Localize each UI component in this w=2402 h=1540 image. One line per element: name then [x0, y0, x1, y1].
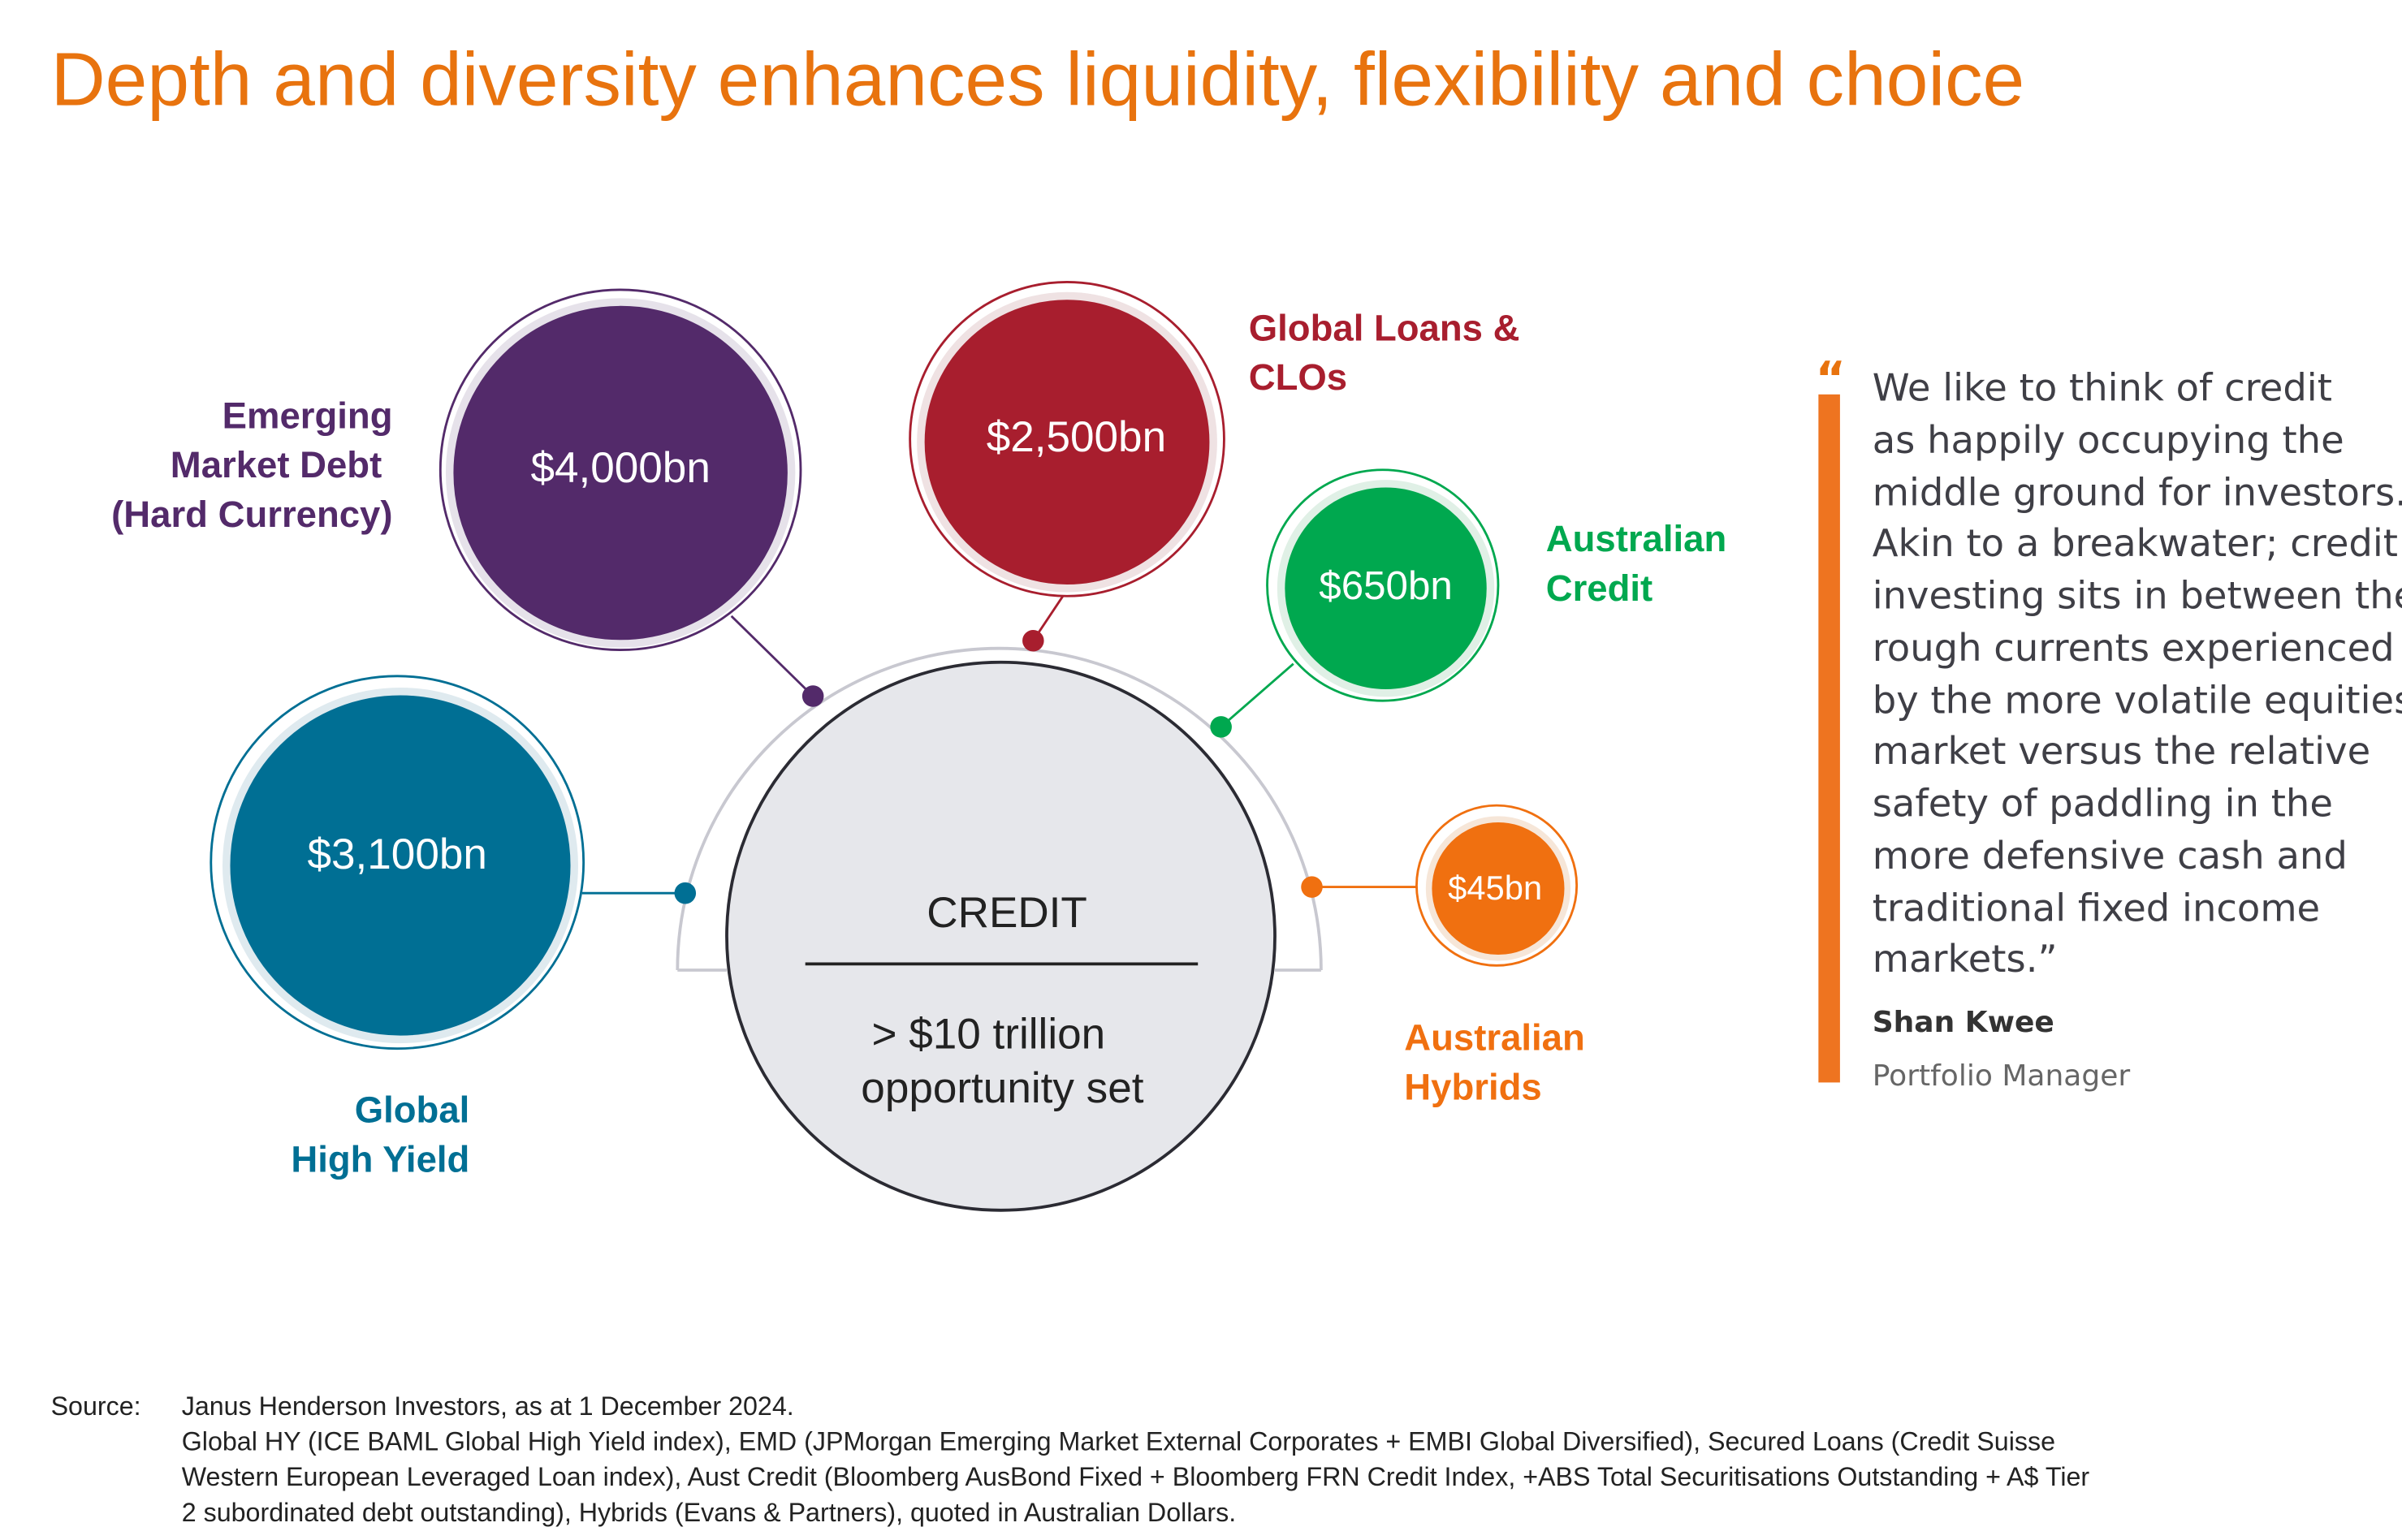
bubble-label: Global — [355, 1089, 470, 1131]
bubble-hybrids: $45bn Australian Hybrids — [1301, 804, 1585, 1107]
center-label: CREDIT — [927, 889, 1087, 937]
connector-dot — [1301, 876, 1323, 898]
quote-line: investing sits in between the — [1873, 573, 2402, 617]
connector-dot — [801, 685, 824, 707]
bubble-label: Hybrids — [1404, 1066, 1541, 1107]
source-line: Western European Leveraged Loan index), … — [182, 1462, 2090, 1491]
source-line: 2 subordinated debt outstanding), Hybrid… — [182, 1498, 1236, 1527]
quote-line: traditional fixed income — [1873, 886, 2320, 930]
arc — [676, 646, 1323, 971]
quote-line: more defensive cash and — [1873, 834, 2348, 878]
quote-line: Akin to a breakwater; credit — [1873, 521, 2398, 565]
quote-line: middle ground for investors. — [1873, 470, 2402, 514]
quote-line: market versus the relative — [1873, 729, 2370, 773]
bubble-high-yield: $3,100bn Global High Yield — [210, 675, 697, 1180]
source-footnote: Source: Janus Henderson Investors, as at… — [51, 1391, 2090, 1527]
bubble-aus-credit: $650bn Australian Credit — [1210, 468, 1727, 738]
quote-line: by the more volatile equities — [1873, 678, 2402, 722]
bubble-label: Market Debt — [171, 444, 382, 485]
bubble-label: Global Loans & — [1249, 307, 1520, 348]
bubble-label: Emerging — [222, 395, 393, 437]
page-title: Depth and diversity enhances liquidity, … — [51, 37, 2025, 121]
bubble-label: CLOs — [1249, 356, 1347, 398]
center-line2: opportunity set — [861, 1064, 1143, 1112]
bubble-value: $650bn — [1319, 563, 1453, 608]
connector-dot — [674, 882, 697, 904]
quote-bar — [1818, 394, 1840, 1083]
bubble-value: $45bn — [1448, 869, 1542, 907]
quote-line: rough currents experienced — [1873, 626, 2395, 670]
bubble-label: High Yield — [291, 1138, 469, 1180]
quote-author: Shan Kwee — [1873, 1006, 2054, 1039]
center-line1: > $10 trillion — [871, 1011, 1105, 1059]
quote-line: markets.” — [1873, 937, 2058, 981]
quote-line: We like to think of credit — [1873, 365, 2332, 409]
quote-role: Portfolio Manager — [1873, 1059, 2131, 1093]
connector-dot — [1022, 629, 1044, 652]
bubble-value: $2,500bn — [987, 413, 1166, 461]
center-circle: CREDIT > $10 trillion opportunity set — [725, 660, 1277, 1212]
bubble-label: Australian — [1404, 1017, 1585, 1059]
bubble-value: $3,100bn — [308, 830, 487, 878]
bubble-label: (Hard Currency) — [111, 494, 392, 535]
bubble-loans: $2,500bn Global Loans & CLOs — [909, 280, 1520, 652]
quote-block: “ We like to think of credit as happily … — [1816, 352, 2402, 1093]
source-label: Source: — [51, 1391, 141, 1421]
connector-dot — [1210, 716, 1232, 738]
quote-line: as happily occupying the — [1873, 418, 2344, 462]
source-line: Global HY (ICE BAML Global High Yield in… — [182, 1427, 2055, 1456]
quote-line: safety of paddling in the — [1873, 781, 2333, 825]
bubble-value: $4,000bn — [530, 444, 710, 492]
bubble-label: Australian — [1546, 518, 1727, 559]
source-line: Janus Henderson Investors, as at 1 Decem… — [182, 1391, 794, 1421]
bubble-emd: $4,000bn Emerging Market Debt (Hard Curr… — [111, 288, 824, 707]
bubble-label: Credit — [1546, 567, 1652, 609]
